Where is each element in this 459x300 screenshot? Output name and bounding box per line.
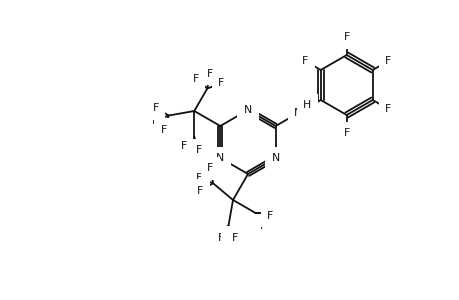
Text: F: F [232,233,238,243]
Text: F: F [196,145,202,155]
Text: F: F [259,221,266,231]
Text: F: F [267,208,273,218]
Text: N: N [293,108,302,118]
Text: F: F [152,103,158,113]
Text: N: N [243,105,252,115]
Text: F: F [302,56,308,66]
Text: H: H [302,100,311,110]
Text: F: F [151,116,157,126]
Text: F: F [196,186,203,196]
Text: F: F [207,69,213,79]
Text: F: F [267,211,273,220]
Text: F: F [218,233,224,243]
Text: F: F [343,128,349,138]
Text: F: F [343,32,349,42]
Text: F: F [218,78,224,88]
Text: N: N [271,153,279,163]
Text: F: F [384,56,391,66]
Text: F: F [192,74,198,84]
Text: F: F [160,124,166,135]
Text: F: F [384,104,391,114]
Text: N: N [216,153,224,163]
Text: F: F [186,145,192,155]
Text: F: F [227,234,234,244]
Text: F: F [196,173,202,183]
Text: F: F [207,164,213,173]
Text: F: F [180,141,186,151]
